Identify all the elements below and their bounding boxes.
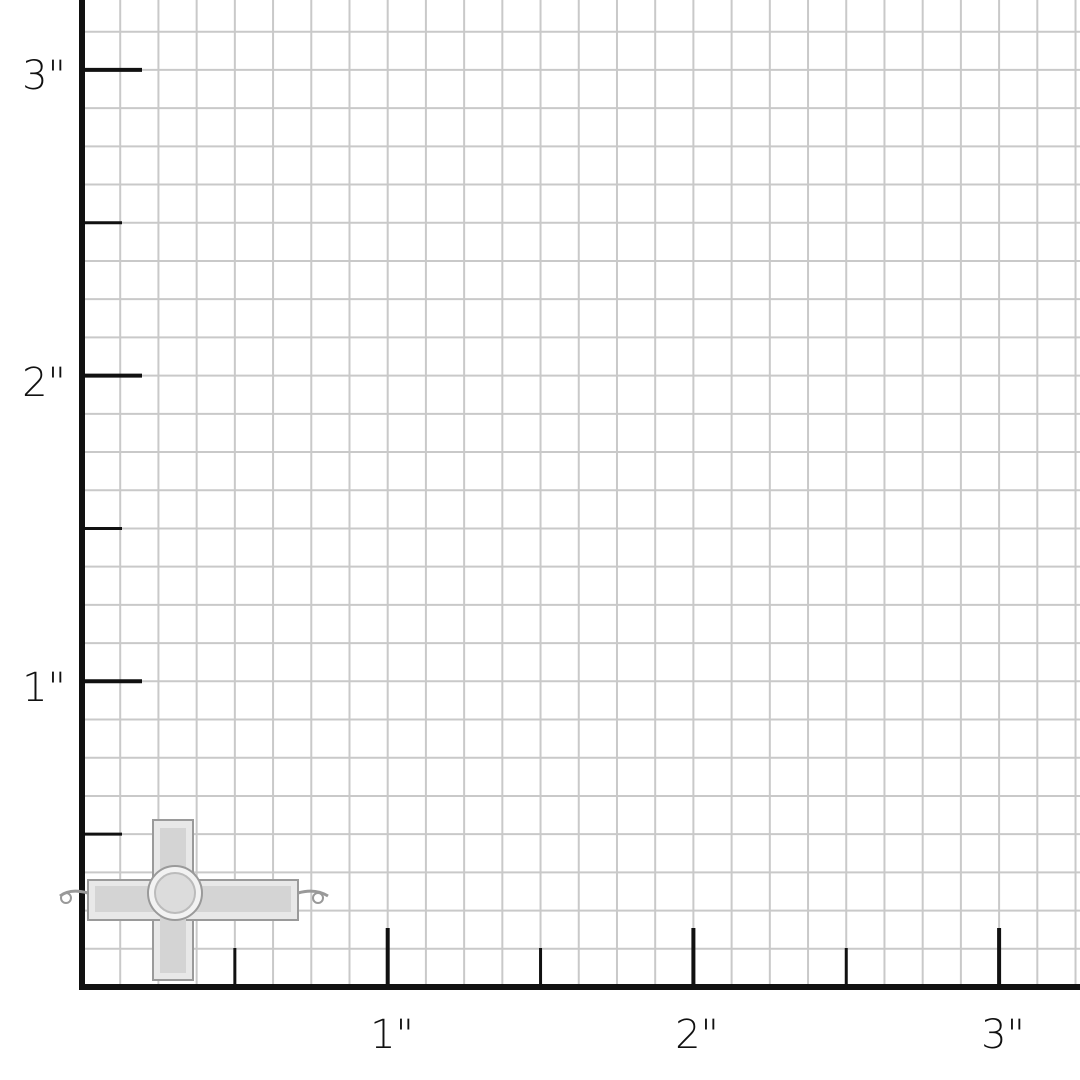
y-label-1: 1" <box>22 665 66 711</box>
x-label-3: 3" <box>981 1012 1025 1058</box>
axes <box>79 0 1080 990</box>
axis-labels: 1" 2" 3" 1" 2" 3" <box>22 53 1025 1058</box>
x-label-2: 2" <box>675 1012 719 1058</box>
cross-pendant-icon <box>59 819 329 981</box>
grid-lines <box>82 0 1080 987</box>
y-label-2: 2" <box>22 360 66 406</box>
x-label-1: 1" <box>370 1012 414 1058</box>
y-label-3: 3" <box>22 53 66 99</box>
